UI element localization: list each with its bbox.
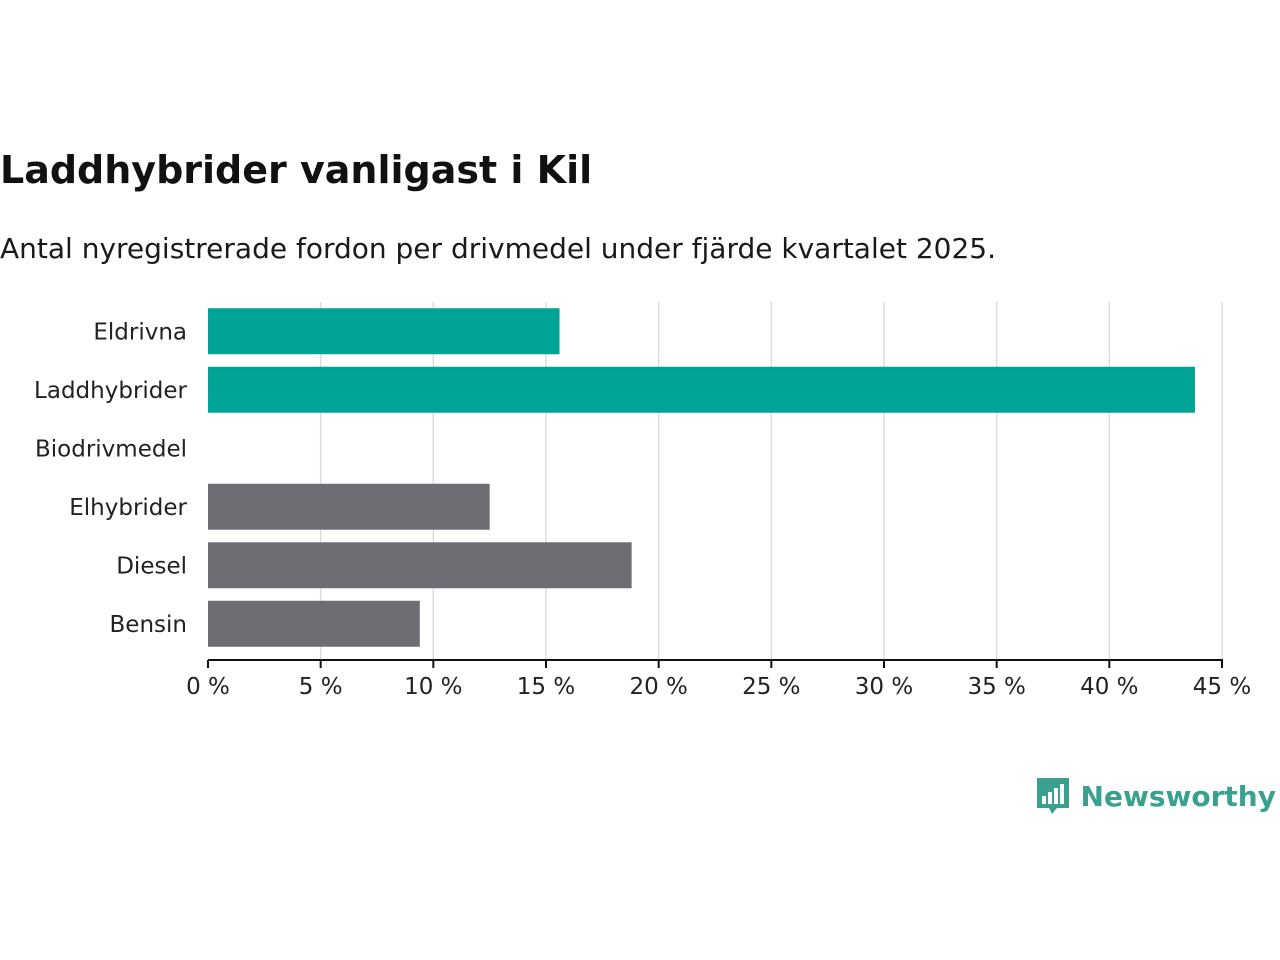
x-tick-label: 5 % [299,674,343,700]
brand-name: Newsworthy [1080,779,1276,813]
category-label: Diesel [116,553,187,579]
category-label: Laddhybrider [34,378,187,404]
chart-title: Laddhybrider vanligast i Kil [0,148,593,192]
category-label: Biodrivmedel [35,436,187,462]
bar [208,483,490,530]
brand-logo: Newsworthy [1035,776,1276,816]
bar-chart: Eldrivna Laddhybrider Biodrivmedel Elhybrid… [34,302,1251,700]
x-tick-label: 35 % [967,674,1025,700]
x-tick-label: 45 % [1193,674,1251,700]
bar [208,600,420,647]
chart-subtitle: Antal nyregistrerade fordon per drivmede… [0,232,997,265]
x-tick-label: 15 % [517,674,575,700]
bar [208,308,560,355]
category-label: Elhybrider [69,495,187,521]
x-tick-label: 0 % [186,674,230,700]
bar [208,366,1195,413]
x-tick-label: 20 % [629,674,687,700]
x-tick-label: 10 % [404,674,462,700]
bar [208,542,632,589]
newsworthy-logo-icon [1036,778,1069,814]
category-label: Eldrivna [93,319,187,345]
x-tick-label: 30 % [855,674,913,700]
category-label: Bensin [110,612,187,638]
x-tick-label: 25 % [742,674,800,700]
x-tick-label: 40 % [1080,674,1138,700]
